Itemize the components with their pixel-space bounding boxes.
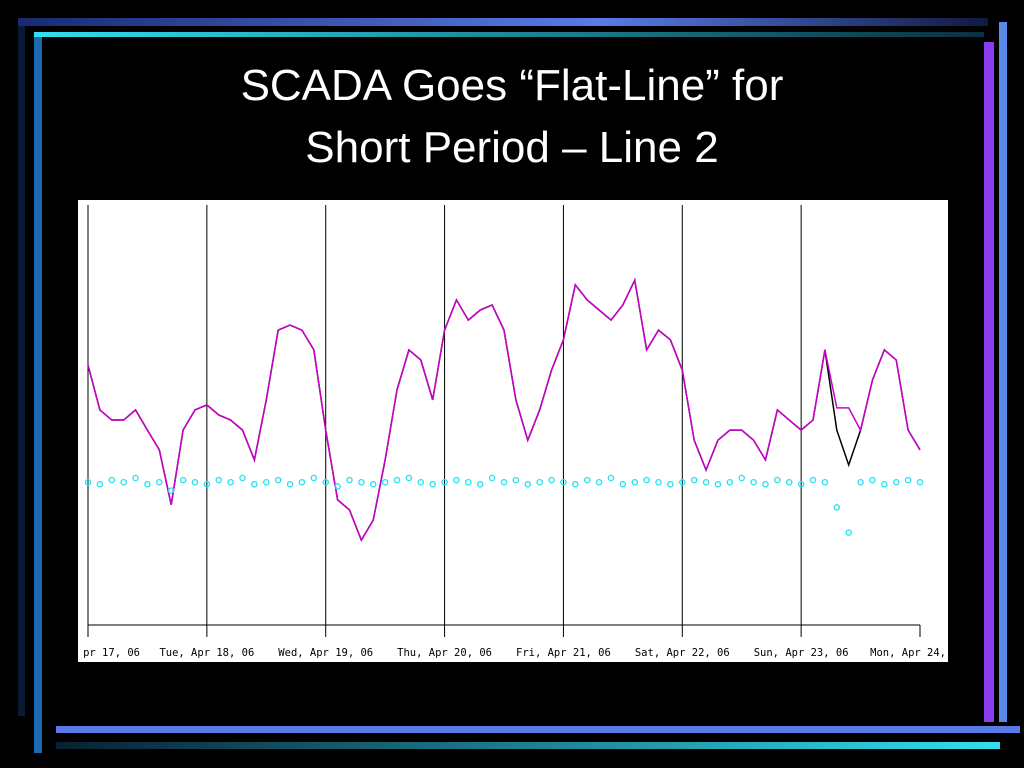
data-point — [310, 474, 318, 482]
data-point — [84, 478, 92, 486]
data-point — [191, 478, 199, 486]
data-point — [643, 476, 650, 484]
data-point — [524, 481, 532, 488]
deco-bar — [56, 726, 1020, 733]
data-point — [488, 474, 496, 482]
data-point — [144, 481, 151, 488]
x-tick-label: Wed, Apr 19, 06 — [278, 647, 373, 659]
deco-bar — [34, 37, 42, 753]
chart: pr 17, 06 Tue, Apr 18, 06 Wed, Apr 19, 06 T… — [83, 205, 946, 659]
data-point — [619, 481, 627, 488]
data-point — [263, 478, 270, 486]
data-point — [572, 481, 579, 488]
data-point — [679, 478, 686, 486]
data-point — [774, 476, 781, 484]
data-point — [132, 474, 139, 482]
data-point — [845, 529, 852, 536]
data-point — [833, 504, 841, 511]
data-point — [215, 476, 222, 484]
deco-bar — [56, 742, 1000, 749]
chart-area — [78, 200, 948, 662]
data-point — [251, 481, 258, 488]
data-point — [809, 476, 817, 484]
data-point — [203, 481, 211, 488]
deco-bar — [999, 22, 1007, 722]
data-point — [881, 481, 888, 488]
data-point — [607, 474, 615, 482]
x-tick-label: pr 17, 06 — [83, 647, 140, 659]
data-point — [595, 478, 603, 486]
deco-bar — [34, 32, 984, 37]
x-tick-label: Mon, Apr 24, — [870, 647, 946, 659]
data-point — [690, 476, 698, 484]
data-point — [750, 478, 757, 486]
data-point — [500, 478, 508, 486]
data-point — [370, 481, 377, 488]
data-point — [857, 478, 864, 486]
data-point — [167, 487, 175, 494]
data-point — [322, 478, 329, 486]
x-tick-label: Sun, Apr 23, 06 — [754, 647, 849, 659]
data-point — [96, 481, 104, 488]
data-point — [429, 481, 436, 488]
data-point — [274, 476, 282, 484]
deco-bar — [984, 42, 994, 722]
data-point — [381, 478, 389, 486]
data-point — [726, 478, 734, 486]
data-point — [667, 481, 674, 488]
slide-title: SCADA Goes “Flat-Line” for — [241, 61, 784, 110]
data-point — [358, 478, 365, 486]
data-point — [346, 476, 353, 484]
x-tick-label: Thu, Apr 20, 06 — [397, 647, 492, 659]
data-point — [286, 481, 294, 488]
data-point — [417, 478, 425, 486]
data-point — [512, 476, 520, 484]
data-point — [738, 474, 745, 482]
data-point — [786, 478, 793, 486]
data-point — [393, 476, 401, 484]
data-point — [560, 478, 567, 486]
data-point — [227, 478, 234, 486]
data-point — [892, 478, 900, 486]
data-point — [797, 481, 805, 488]
data-point — [583, 476, 591, 484]
data-point — [465, 478, 472, 486]
x-tick-label: Tue, Apr 18, 06 — [159, 647, 254, 659]
data-point — [714, 481, 722, 488]
data-point — [239, 474, 246, 482]
data-point — [916, 478, 924, 486]
data-point — [179, 476, 187, 484]
data-line — [87, 277, 921, 542]
deco-bar — [18, 18, 988, 26]
deco-bar — [18, 26, 25, 716]
data-point — [120, 478, 127, 486]
data-point — [156, 478, 163, 486]
data-point — [298, 478, 306, 486]
data-point — [405, 474, 413, 482]
data-point — [631, 478, 638, 486]
data-point — [453, 476, 460, 484]
data-point — [334, 483, 341, 490]
data-point — [108, 476, 116, 484]
data-point — [762, 481, 769, 488]
data-point — [536, 478, 543, 486]
data-point — [548, 476, 555, 484]
data-point — [655, 478, 662, 486]
data-point — [904, 476, 912, 484]
data-point — [441, 478, 448, 486]
data-point — [702, 478, 710, 486]
x-tick-label: Fri, Apr 21, 06 — [516, 647, 611, 659]
data-point — [869, 476, 876, 484]
data-point — [476, 481, 484, 488]
x-tick-label: Sat, Apr 22, 06 — [635, 647, 730, 659]
slide-title: Short Period – Line 2 — [305, 123, 718, 172]
data-point — [821, 478, 829, 486]
